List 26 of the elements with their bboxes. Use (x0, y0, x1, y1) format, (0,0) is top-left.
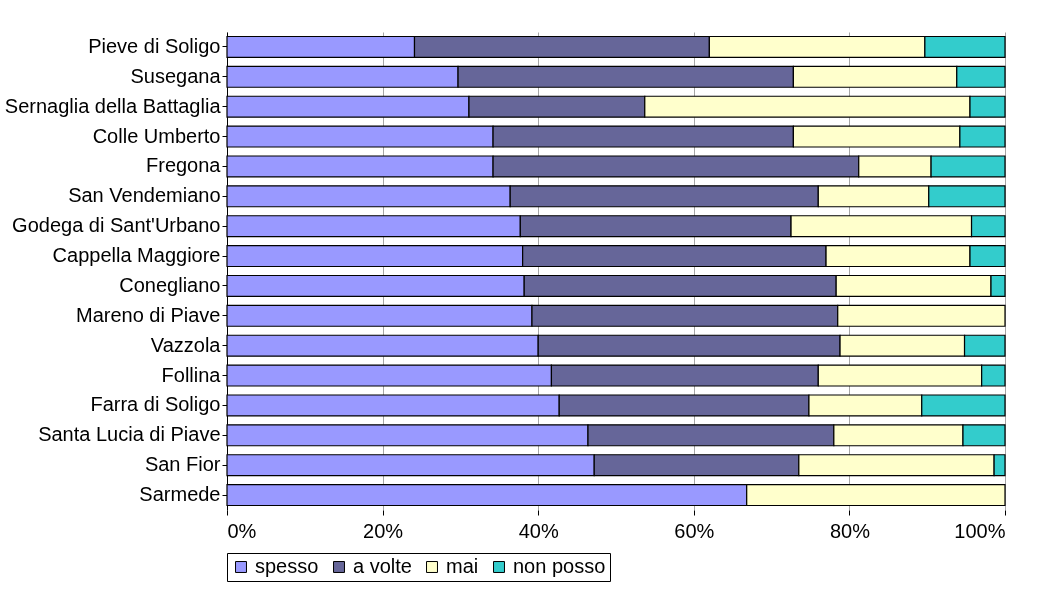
y-tick-label: Farra di Soligo (90, 393, 221, 416)
x-tick-label: 80% (829, 519, 871, 542)
x-tick-label: 60% (674, 519, 715, 542)
y-tick-label: Colle Umberto (92, 124, 221, 147)
y-tick-label: Sarmede (139, 483, 221, 506)
y-tick-label: Follina (161, 363, 222, 386)
legend-label: mai (446, 555, 479, 577)
y-tick-label: San Vendemiano (68, 184, 221, 207)
y-tick-label: Mareno di Piave (75, 303, 221, 326)
y-tick-label: Fregona (146, 154, 222, 177)
y-tick-label: San Fior (144, 453, 221, 476)
x-tick-label: 0% (227, 519, 257, 542)
y-tick-label: Santa Lucia di Piave (38, 423, 221, 446)
y-tick-label: Cappella Maggiore (52, 244, 221, 267)
y-tick-label: Vazzola (150, 333, 222, 356)
y-tick-label: Godega di Sant'Urbano (12, 214, 221, 237)
y-tick-label: Sernaglia della Battaglia (4, 94, 222, 117)
y-tick-label: Susegana (130, 64, 222, 87)
x-tick-label: 20% (363, 519, 404, 542)
x-tick-label: 40% (518, 519, 559, 542)
legend-label: spesso (255, 555, 319, 577)
y-tick-label: Conegliano (119, 273, 221, 296)
legend-label: a volte (353, 555, 412, 577)
x-tick-label: 100% (954, 519, 1006, 542)
legend-label: non posso (513, 555, 606, 577)
y-tick-label: Pieve di Soligo (88, 34, 221, 57)
